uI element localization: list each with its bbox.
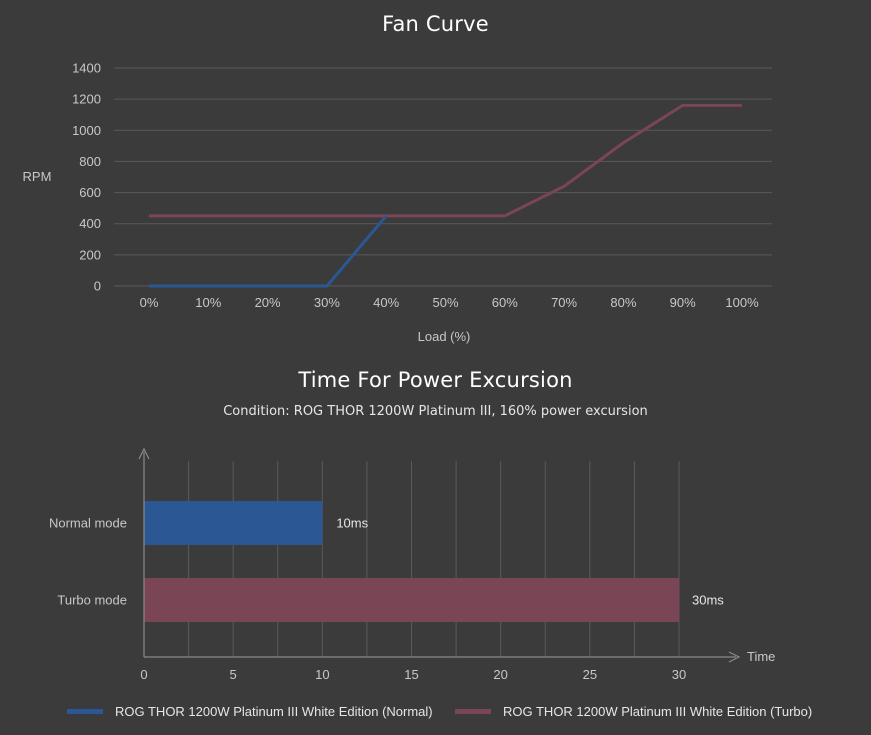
x-tick-label: 10 xyxy=(315,667,329,682)
power-excursion-title: Time For Power Excursion xyxy=(298,368,573,392)
x-tick-label: 90% xyxy=(670,295,696,310)
series-line-normal xyxy=(149,214,388,288)
x-tick-label: 80% xyxy=(610,295,636,310)
bar-turbo-mode xyxy=(144,578,679,622)
x-tick-label: 50% xyxy=(432,295,458,310)
y-tick-label: 0 xyxy=(94,279,101,294)
power-excursion-subtitle: Condition: ROG THOR 1200W Platinum III, … xyxy=(223,404,648,419)
x-tick-label: 30% xyxy=(314,295,340,310)
legend-item-normal: ROG THOR 1200W Platinum III White Editio… xyxy=(67,704,433,719)
y-tick-label: 200 xyxy=(79,247,101,262)
x-tick-label: 20% xyxy=(255,295,281,310)
legend-swatch-turbo xyxy=(455,709,491,714)
x-tick-label: 15 xyxy=(404,667,418,682)
legend-swatch-normal xyxy=(67,709,103,714)
x-tick-label: 20 xyxy=(493,667,507,682)
x-tick-label: 10% xyxy=(195,295,221,310)
x-tick-label: 60% xyxy=(492,295,518,310)
legend-label-normal: ROG THOR 1200W Platinum III White Editio… xyxy=(115,704,433,719)
x-tick-label: 0% xyxy=(140,295,159,310)
x-tick-label: 25 xyxy=(583,667,597,682)
legend-item-turbo: ROG THOR 1200W Platinum III White Editio… xyxy=(455,704,812,719)
x-tick-label: 100% xyxy=(725,295,759,310)
x-axis-label: Load (%) xyxy=(418,329,471,344)
x-tick-label: 0 xyxy=(140,667,147,682)
y-tick-label: 1200 xyxy=(72,92,101,107)
time-axis-label: Time xyxy=(747,649,775,664)
x-tick-label: 70% xyxy=(551,295,577,310)
y-tick-label: 600 xyxy=(79,185,101,200)
y-axis-label: RPM xyxy=(23,169,52,184)
bar-value-label: 30ms xyxy=(692,593,724,608)
y-tick-label: 1000 xyxy=(72,123,101,138)
category-label: Turbo mode xyxy=(57,593,127,608)
bar-value-label: 10ms xyxy=(336,516,368,531)
fan-curve-chart: 0 200 400 600 800 1000 1200 1400 0% 10% 20% 30% 40%… xyxy=(23,61,772,344)
x-tick-label: 5 xyxy=(230,667,237,682)
y-tick-label: 400 xyxy=(79,216,101,231)
x-tick-label: 30 xyxy=(672,667,686,682)
series-line-turbo xyxy=(149,103,742,218)
x-tick-label: 40% xyxy=(373,295,399,310)
category-label: Normal mode xyxy=(49,516,127,531)
y-tick-label: 1400 xyxy=(72,61,101,76)
legend-label-turbo: ROG THOR 1200W Platinum III White Editio… xyxy=(503,704,813,719)
y-tick-label: 800 xyxy=(79,154,101,169)
bar-normal-mode xyxy=(144,501,323,545)
fan-curve-title: Fan Curve xyxy=(382,12,489,36)
